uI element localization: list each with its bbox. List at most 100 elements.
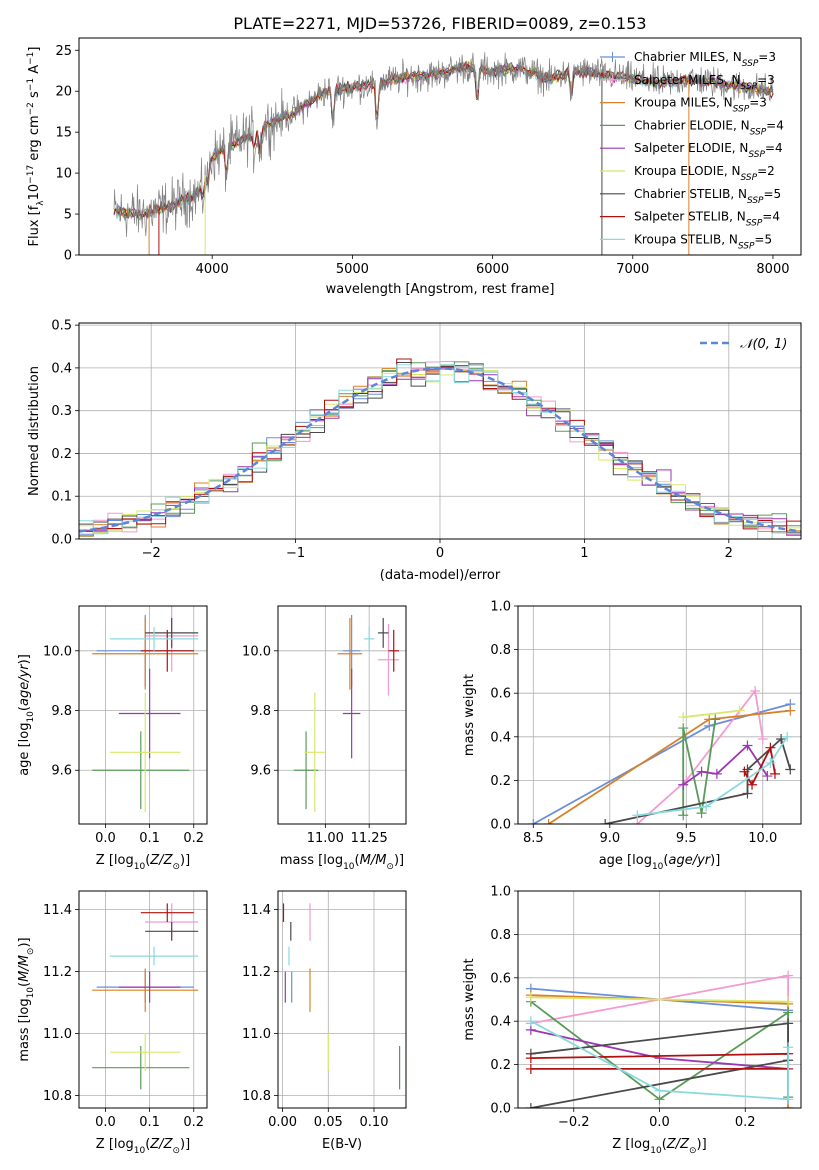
y-tick-label: 25 [55,44,72,59]
axes-frame [277,890,407,1109]
x-axis-label: age [log10(age/yr)] [599,853,721,872]
axis-label-part: ( [17,706,32,711]
axis-label-part: M/M [17,955,32,982]
massweight-marker [750,686,761,697]
x-tick-label: 0.2 [183,1115,204,1130]
legend-label-sub: SSP [746,219,763,229]
axis-label-part: Z/Z [149,853,173,868]
z-mass-panel: 0.0 0.1 0.210.811.011.211.4Z [log10(Z/Z⊙)]… [17,890,208,1156]
massweight-marker [785,764,796,775]
massweight-plot-area [528,686,796,824]
massweight-marker [654,1053,665,1064]
ebv-mass-panel: 0.00 0.05 0.10 10.8 11.0 11.2 11.4 E(B-V) [242,890,407,1152]
axis-label-part: M/M [360,853,387,868]
normal-curve [79,367,801,533]
y-tick-label: 0.3 [51,404,72,419]
errorbar-plot-area [92,903,199,1090]
massweight-marker [710,714,721,725]
legend-label-tail: =4 [765,141,783,155]
legend-marker [607,74,618,85]
axis-label-part: 10 [134,862,146,872]
axis-label-part: log [323,853,343,868]
x-tick-label: 11.00 [307,831,344,846]
axis-label-part: 10 [26,711,36,723]
legend-label-text: Kroupa STELIB, N [634,232,738,246]
y-tick-label: 0.0 [51,533,72,548]
massweight-marker [762,771,773,782]
legend-label-text: Chabrier STELIB, N [634,187,747,201]
axis-label-part: 10 [27,184,42,201]
x-tick-label: 0.05 [314,1115,343,1130]
massweight-marker [742,740,753,751]
legend-label-text: Kroupa ELODIE, N [634,164,741,178]
y-tick-label: 11.2 [43,965,72,980]
axis-label-part: log [632,853,652,868]
x-tick-label: 2 [725,546,733,561]
legend-label-tail: =3 [758,50,776,64]
massweight-marker [742,788,753,799]
axis-label-part: log [17,998,32,1018]
legend-label-sub: SSP [742,59,759,69]
legend-label-sub: SSP [733,105,750,115]
legend-label-sub: SSP [750,127,767,137]
legend-label-tail: =4 [766,118,784,132]
x-axis-label: wavelength [Angstrom, rest frame] [326,282,555,297]
massweight-plot-area [525,970,794,1108]
legend-marker [607,52,618,62]
figure-title: PLATE=2271, MJD=53726, FIBERID=0089, z=0… [233,14,646,33]
axis-label-part: age [ [599,853,632,868]
y-tick-label: 0.1 [51,490,72,505]
x-tick-label: −1 [286,546,305,561]
axis-label-part: −2 [26,102,36,115]
axis-label-part: −1 [26,52,36,65]
x-tick-label: 0.1 [139,831,160,846]
axis-label-part: Flux [f [27,205,42,246]
massweight-line [530,1022,789,1108]
massweight-marker [678,810,689,821]
axis-label-part: )] [180,853,190,868]
axis-label-part: Z/Z [149,1137,173,1152]
massweight-line [530,996,789,1003]
massweight-marker [654,1085,665,1096]
x-tick-label: 5000 [336,262,369,277]
y-tick-label: 9.8 [250,704,271,719]
y-tick-label: 0.2 [51,447,72,462]
y-tick-label: 10.8 [43,1089,72,1104]
y-tick-label: 0 [64,249,72,264]
histogram-step [79,364,801,539]
y-tick-label: 0.4 [490,730,511,745]
legend-label-tail: =3 [757,73,775,87]
x-axis-label: mass [log10(M/M⊙)] [280,853,404,872]
axis-label-part: )] [697,1137,707,1152]
y-tick-label: 11.2 [242,965,271,980]
massweight-marker [632,810,643,821]
massweight-marker [785,705,796,716]
y-tick-label: 9.6 [250,764,271,779]
axis-label-part: log [17,723,32,743]
massweight-marker [528,819,539,824]
y-tick-label: 11.0 [43,1027,72,1042]
x-tick-label: 0.0 [95,831,116,846]
axis-label-part: )] [394,853,404,868]
massweight-marker [678,723,689,734]
y-tick-label: 11.4 [242,903,271,918]
y-axis-label: age [log10(age/yr)] [17,654,36,776]
errorbar-plot-area [293,614,399,813]
errorbar-plot-area [282,903,401,1090]
massweight-marker [678,779,689,790]
massweight-marker [783,970,794,981]
mass-age-panel: 11.00 11.25 9.6 9.8 10.0 mass [log10(M/M⊙)] [242,605,407,872]
legend-label: Salpeter ELODIE, NSSP=4 [634,141,783,160]
x-tick-label: 9.5 [676,831,697,846]
legend-label: 𝒩(0, 1) [740,337,787,352]
axis-label-part: ( [662,1137,667,1152]
x-axis-label: Z [log10(Z/Z⊙)] [612,1137,706,1156]
legend-label-sub: SSP [741,82,758,92]
massweight-line [683,709,740,719]
x-tick-label: −0.2 [558,1115,590,1130]
y-tick-label: 11.0 [242,1027,271,1042]
y-tick-label: 0.0 [490,818,511,833]
axis-label-part: 10 [650,1146,662,1156]
